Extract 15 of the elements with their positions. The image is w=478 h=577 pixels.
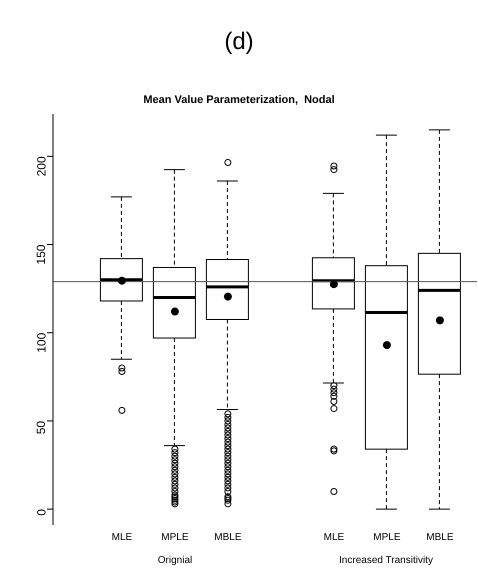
y-tick-label: 0 — [34, 508, 48, 516]
y-tick-label: 200 — [34, 156, 48, 176]
y-tick-label: 50 — [34, 420, 48, 434]
x-tick-label: MBLE — [214, 532, 242, 544]
x-tick-label: MLE — [324, 532, 345, 544]
x-tick-label: MLE — [112, 532, 133, 544]
chart-title: (d) — [223, 28, 255, 56]
chart-subtitle: Mean Value Parameterization, Nodal — [142, 94, 336, 106]
text: Orignial — [156, 555, 194, 566]
text: Increased Transitivity — [338, 555, 434, 566]
y-tick-label: 150 — [34, 244, 48, 265]
x-tick-label: MPLE — [161, 532, 189, 544]
x-tick-label: MPLE — [373, 532, 401, 544]
y-tick-label: 100 — [34, 332, 48, 353]
x-tick-label: MBLE — [426, 532, 454, 544]
